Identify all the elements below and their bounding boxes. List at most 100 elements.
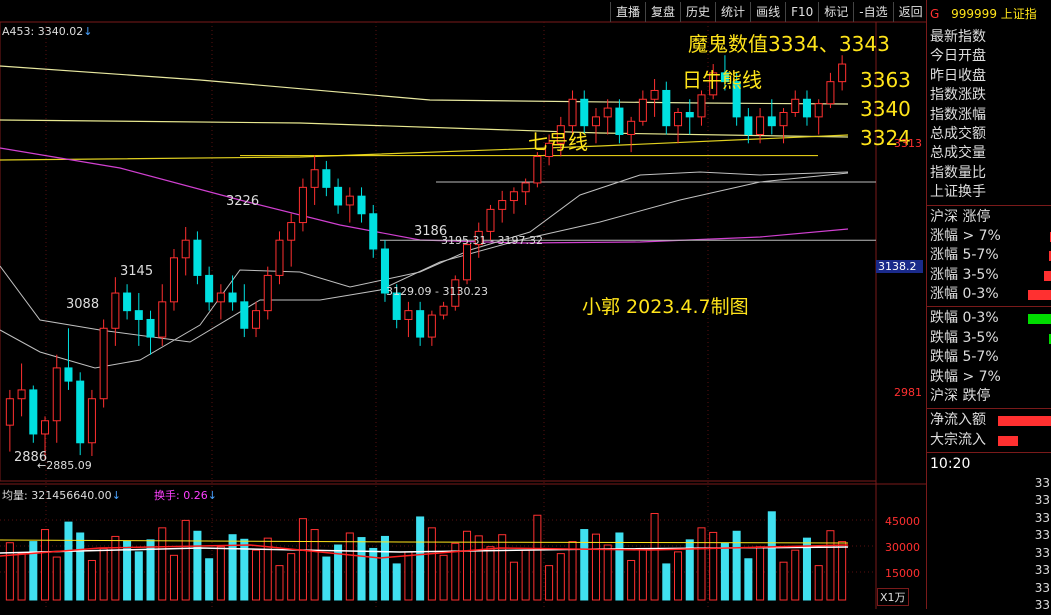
fields-row-4[interactable]: 指数涨幅 (927, 106, 1051, 125)
candle-body (275, 239, 284, 276)
breadth_down-row-0[interactable]: 跌幅 0-3% (927, 309, 1051, 328)
breadth_down-row-4[interactable]: 沪深 跌停 (927, 387, 1051, 406)
ma-seventh-line (0, 134, 849, 161)
flows-row-1[interactable]: 大宗流入 (927, 431, 1051, 450)
volume-bar (404, 551, 413, 601)
tick-value: 33 (1034, 545, 1050, 560)
candle-body (41, 420, 50, 435)
flows-row-0[interactable]: 净流入额 (927, 411, 1051, 430)
toolbar-item-0[interactable]: 直播 (610, 2, 645, 22)
volume-bar (556, 553, 565, 601)
volume-ma-white (0, 546, 849, 554)
tick-row: 33 (927, 562, 1051, 580)
volume-bar (216, 546, 225, 601)
candle-body (767, 116, 776, 127)
candle-body (486, 208, 495, 232)
breadth_down-row-1[interactable]: 跌幅 3-5% (927, 329, 1051, 348)
volume-bar (158, 527, 167, 601)
candle-body (756, 116, 765, 135)
kline-chart[interactable] (0, 0, 926, 609)
fields-label: 最新指数 (930, 29, 986, 45)
candle-body (404, 310, 413, 320)
quote-header[interactable]: G 999999 上证指 (927, 0, 1051, 28)
candle-body (181, 239, 190, 259)
candle-body (310, 169, 319, 188)
volume-bar (205, 558, 214, 601)
fields-row-7[interactable]: 指数量比 (927, 164, 1051, 183)
candle-body (779, 111, 788, 127)
fields-row-6[interactable]: 总成交量 (927, 144, 1051, 163)
tick-value: 33 (1034, 475, 1050, 490)
breadth_up-row-1[interactable]: 涨幅 > 7% (927, 227, 1051, 246)
code-prefix: G (930, 7, 940, 21)
tick-row: 33 (927, 492, 1051, 510)
fields-label: 昨日收盘 (930, 67, 986, 84)
toolbar-item-2[interactable]: 历史 (680, 2, 715, 22)
breadth_down-row-3[interactable]: 跌幅 > 7% (927, 368, 1051, 387)
candle-body (416, 310, 425, 338)
fields-row-8[interactable]: 上证换手 (927, 183, 1051, 202)
fields-row-0[interactable]: 最新指数 (927, 28, 1051, 47)
toolbar-item-1[interactable]: 复盘 (645, 2, 680, 22)
volume-bar (720, 542, 729, 601)
breadth_up-row-3[interactable]: 涨幅 3-5% (927, 266, 1051, 285)
volume-bar (64, 521, 73, 601)
candle-body (463, 244, 472, 281)
candle-body (380, 248, 389, 294)
candle-body (205, 274, 214, 303)
fields-row-2[interactable]: 昨日收盘 (927, 67, 1051, 86)
toolbar-item-3[interactable]: 统计 (715, 2, 750, 22)
volume-bar (486, 546, 495, 601)
volume-bar (99, 547, 108, 601)
volume-bar (744, 558, 753, 601)
volume-axis-30000: 30000 (885, 541, 920, 554)
fields-row-1[interactable]: 今日开盘 (927, 47, 1051, 66)
toolbar-item-6[interactable]: 标记 (818, 2, 853, 22)
fields-label: 指数涨跌 (930, 87, 986, 104)
volume-bar (252, 549, 261, 601)
tick-row: 33 (927, 580, 1051, 598)
breadth_up-row-0[interactable]: 沪深 涨停 (927, 208, 1051, 227)
tick-value: 33 (1034, 510, 1050, 525)
breadth_up-row-4[interactable]: 涨幅 0-3% (927, 285, 1051, 304)
fields-label: 总成交额 (930, 125, 986, 142)
candle-body (357, 195, 366, 215)
candle-body (451, 279, 460, 307)
volume-bar (767, 511, 776, 601)
point-3186-label: 3186 (414, 224, 448, 239)
volume-bar (322, 556, 331, 601)
volume-bar (193, 530, 202, 601)
candle-body (17, 389, 26, 400)
toolbar-item-8[interactable]: 返回 (892, 2, 928, 22)
candle-body (545, 142, 554, 158)
fields-row-3[interactable]: 指数涨跌 (927, 86, 1051, 105)
tick-value: 33 (1034, 563, 1050, 578)
tick-value: 33 (1034, 493, 1050, 508)
ma-250-line (0, 65, 849, 105)
breadth_up-row-2[interactable]: 涨幅 5-7% (927, 246, 1051, 265)
volume-bar (662, 563, 671, 601)
fields-row-5[interactable]: 总成交额 (927, 125, 1051, 144)
toolbar-item-4[interactable]: 画线 (750, 2, 785, 22)
candle-body (521, 182, 530, 193)
breadth_down-label: 沪深 跌停 (930, 388, 991, 405)
candle-body (826, 81, 835, 105)
low-point-value: ←2885.09 (37, 459, 92, 472)
price-axis-2981: 2981 (894, 386, 922, 399)
candle-body (216, 292, 225, 303)
toolbar-item-7[interactable]: -自选 (853, 2, 892, 22)
volume-bar (627, 559, 636, 601)
peak-3226-label: 3226 (226, 194, 260, 209)
candle-body (744, 116, 753, 135)
candle-body (474, 230, 483, 246)
volume-bar (169, 554, 178, 601)
flows-label: 大宗流入 (930, 431, 986, 448)
breadth_down-row-2[interactable]: 跌幅 5-7% (927, 348, 1051, 367)
volume-bar (345, 532, 354, 601)
volume-bar (439, 554, 448, 601)
volume-header: 均量: 321456640.00↓ (2, 487, 121, 503)
volume-bar (17, 553, 26, 601)
toolbar-item-5[interactable]: F10 (785, 2, 818, 22)
volume-bar (416, 516, 425, 601)
volume-bar (533, 514, 542, 601)
